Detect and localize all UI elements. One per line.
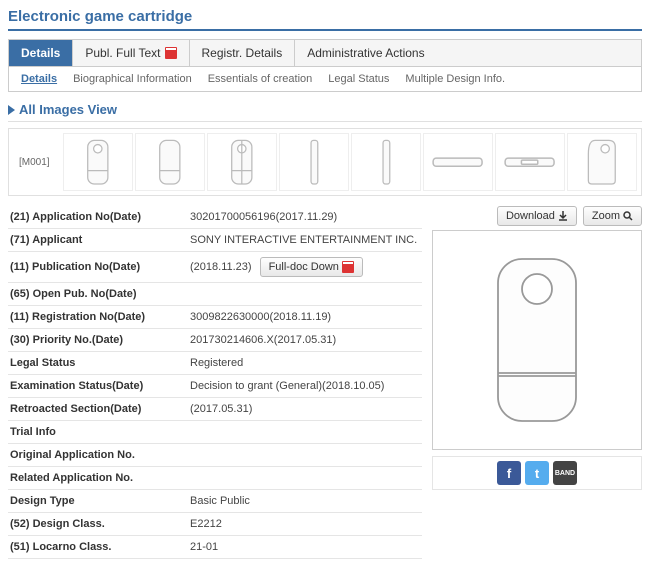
main-tab-details[interactable]: Details [9,40,73,66]
detail-row: (21) Application No(Date)30201700056196(… [8,206,422,229]
main-image-preview[interactable] [432,230,642,450]
detail-value: Basic Public [190,495,420,507]
detail-row: Legal StatusRegistered [8,352,422,375]
download-label: Download [506,210,555,222]
detail-value: (2018.11.23)Full-doc Down [190,257,420,277]
download-button[interactable]: Download [497,206,577,226]
detail-row: (11) Publication No(Date)(2018.11.23)Ful… [8,252,422,283]
images-section-title: All Images View [19,102,117,117]
fulldoc-down-button[interactable]: Full-doc Down [260,257,363,277]
detail-value: E2212 [190,518,420,530]
detail-value: 30201700056196(2017.11.29) [190,211,420,223]
detail-label: Related Application No. [10,472,190,484]
main-tab-registr-details[interactable]: Registr. Details [190,40,296,66]
detail-row: (51) Locarno Class.21-01 [8,536,422,559]
thumbnail[interactable] [207,133,277,191]
images-section-header: All Images View [8,102,642,122]
page-title: Electronic game cartridge [8,8,642,25]
thumbnail[interactable] [495,133,565,191]
thumbnail[interactable] [279,133,349,191]
detail-label: (65) Open Pub. No(Date) [10,288,190,300]
zoom-label: Zoom [592,210,620,222]
details-column: (21) Application No(Date)30201700056196(… [8,206,422,559]
thumbnail[interactable] [135,133,205,191]
triangle-icon [8,105,15,115]
detail-row: Related Application No. [8,467,422,490]
detail-row: (71) ApplicantSONY INTERACTIVE ENTERTAIN… [8,229,422,252]
thumbnail[interactable] [63,133,133,191]
detail-label: Trial Info [10,426,190,438]
pdf-icon [342,261,354,273]
main-tab-administrative-actions[interactable]: Administrative Actions [295,40,436,66]
band-icon[interactable]: BAND [553,461,577,485]
detail-value: 3009822630000(2018.11.19) [190,311,420,323]
detail-label: Examination Status(Date) [10,380,190,392]
detail-label: (52) Design Class. [10,518,190,530]
detail-label: Retroacted Section(Date) [10,403,190,415]
detail-label: (21) Application No(Date) [10,211,190,223]
detail-row: (11) Registration No(Date)3009822630000(… [8,306,422,329]
thumbnails-row: [M001] [8,128,642,196]
detail-row: (52) Design Class.E2212 [8,513,422,536]
detail-label: Legal Status [10,357,190,369]
detail-value: 21-01 [190,541,420,553]
detail-label: (51) Locarno Class. [10,541,190,553]
detail-row: Original Application No. [8,444,422,467]
sub-tab-details[interactable]: Details [21,73,57,85]
main-tabs: DetailsPubl. Full TextRegistr. DetailsAd… [8,39,642,67]
thumbnail[interactable] [567,133,637,191]
detail-row: Retroacted Section(Date)(2017.05.31) [8,398,422,421]
sub-tab-legal-status[interactable]: Legal Status [328,73,389,85]
detail-label: (11) Publication No(Date) [10,261,190,273]
detail-row: Examination Status(Date)Decision to gran… [8,375,422,398]
sub-tab-biographical-information[interactable]: Biographical Information [73,73,192,85]
download-icon [558,211,568,221]
zoom-button[interactable]: Zoom [583,206,642,226]
detail-label: (11) Registration No(Date) [10,311,190,323]
detail-label: Design Type [10,495,190,507]
thumbnail[interactable] [351,133,421,191]
thumb-label: [M001] [13,157,61,168]
detail-value: 201730214606.X(2017.05.31) [190,334,420,346]
detail-row: (30) Priority No.(Date)201730214606.X(20… [8,329,422,352]
detail-row: Trial Info [8,421,422,444]
pdf-icon [165,47,177,59]
twitter-icon[interactable]: t [525,461,549,485]
detail-label: (30) Priority No.(Date) [10,334,190,346]
detail-value: (2017.05.31) [190,403,420,415]
title-bar: Electronic game cartridge [8,8,642,31]
detail-row: (65) Open Pub. No(Date) [8,283,422,306]
detail-value: Registered [190,357,420,369]
facebook-icon[interactable]: f [497,461,521,485]
thumbnail[interactable] [423,133,493,191]
search-icon [623,211,633,221]
social-row: f t BAND [432,456,642,490]
sub-tab-essentials-of-creation[interactable]: Essentials of creation [208,73,313,85]
sub-tab-multiple-design-info-[interactable]: Multiple Design Info. [405,73,505,85]
detail-value: Decision to grant (General)(2018.10.05) [190,380,420,392]
detail-row: Design TypeBasic Public [8,490,422,513]
main-tab-publ-full-text[interactable]: Publ. Full Text [73,40,189,66]
detail-value: SONY INTERACTIVE ENTERTAINMENT INC. [190,234,420,246]
detail-label: (71) Applicant [10,234,190,246]
detail-label: Original Application No. [10,449,190,461]
side-column: Download Zoom f t BAND [432,206,642,559]
sub-tabs: Details Biographical Information Essential… [8,67,642,92]
